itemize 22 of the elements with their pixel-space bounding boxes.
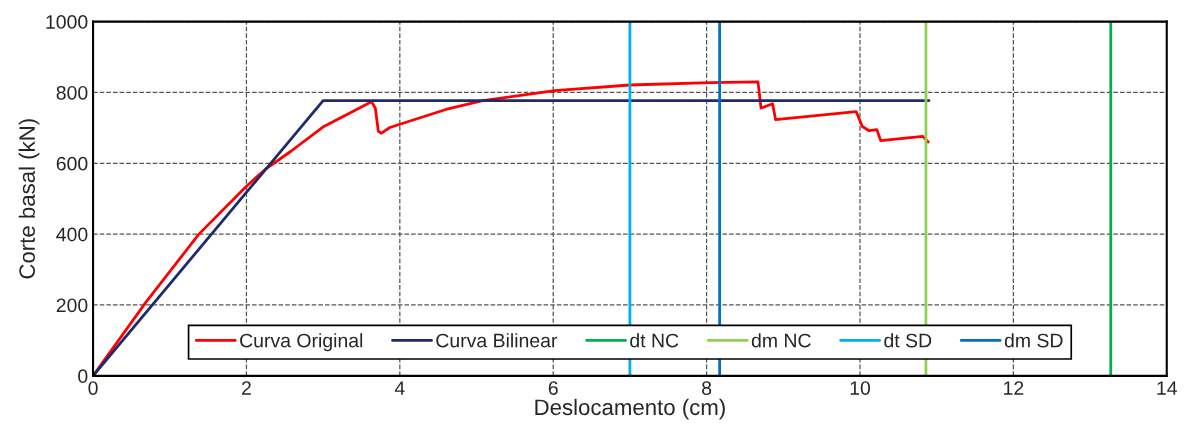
y-axis-title: Corte basal (kN)	[18, 119, 40, 279]
x-tick-label: 6	[548, 381, 558, 395]
legend-label: dm NC	[751, 333, 811, 348]
x-tick-label: 2	[242, 381, 251, 395]
legend-label: Curva Original	[240, 333, 363, 352]
legend-label: dt SD	[884, 333, 932, 348]
x-tick-label: 12	[1004, 381, 1024, 395]
x-tick-label: 4	[394, 381, 405, 395]
legend-label: dm SD	[1004, 333, 1063, 348]
legend-label: dt NC	[630, 333, 679, 348]
y-tick-label: 800	[56, 85, 88, 100]
x-tick-label: 8	[702, 381, 712, 395]
y-tick-label: 0	[78, 369, 88, 384]
y-tick-label: 200	[56, 298, 88, 313]
x-tick-label: 14	[1157, 381, 1177, 395]
x-axis-title: Deslocamento (cm)	[535, 398, 725, 420]
x-tick-label: 10	[850, 381, 871, 395]
x-tick-label: 0	[88, 381, 98, 395]
y-tick-label: 400	[56, 227, 88, 242]
y-tick-label: 1000	[46, 15, 88, 29]
legend-label: Curva Bilinear	[436, 333, 558, 348]
y-tick-label: 600	[56, 156, 88, 171]
